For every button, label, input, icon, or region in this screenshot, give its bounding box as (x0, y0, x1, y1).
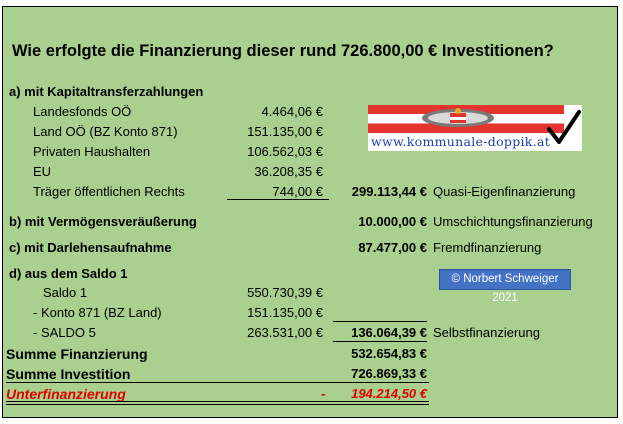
row-value: 151.135,00 € (247, 305, 323, 320)
eagle-emblem-icon (422, 108, 494, 127)
shortfall-label: Unterfinanzierung (6, 386, 126, 402)
row-value: 550.730,39 € (247, 285, 323, 300)
row-label: - SALDO 5 (33, 325, 96, 340)
summary-financing-label: Summe Finanzierung (6, 346, 148, 362)
row-label: - Konto 871 (BZ Land) (33, 305, 162, 320)
section-c-type: Fremdfinanzierung (433, 240, 542, 255)
section-b-total: 10.000,00 € (358, 214, 427, 229)
row-value: 263.531,00 € (247, 325, 323, 340)
subtotal-underline (227, 199, 329, 200)
section-d-heading: d) aus dem Saldo 1 (9, 266, 128, 281)
section-c-total: 87.477,00 € (358, 240, 427, 255)
summary-investment-value: 726.869,33 € (351, 366, 427, 381)
page-title: Wie erfolgte die Finanzierung dieser run… (12, 42, 554, 60)
row-label: EU (33, 164, 52, 179)
double-underline-bottom (6, 404, 429, 405)
shortfall-sign: - (321, 386, 326, 401)
section-b-heading: b) mit Vermögensveräußerung (9, 214, 197, 229)
kommunale-doppik-logo: www.kommunale-doppik.at (368, 105, 582, 151)
spreadsheet-area: Wie erfolgte die Finanzierung dieser run… (2, 6, 618, 418)
row-label: Saldo 1 (43, 285, 88, 300)
shortfall-value: 194.214,50 € (351, 386, 427, 401)
row-label: Träger öffentlichen Rechts (33, 184, 185, 199)
summary-financing-value: 532.654,83 € (351, 346, 427, 361)
checkmark-icon (547, 110, 581, 144)
subtotal-overline (333, 321, 427, 322)
row-label: Land OÖ (BZ Konto 871) (33, 124, 178, 139)
row-value: 106.562,03 € (247, 144, 323, 159)
row-label: Landesfonds OÖ (33, 104, 132, 119)
row-value: 36.208,35 € (254, 164, 323, 179)
section-a-heading: a) mit Kapitaltransferzahlungen (9, 84, 204, 99)
logo-url-text: www.kommunale-doppik.at (371, 134, 551, 149)
subtotal-underline (333, 341, 427, 342)
section-d-total: 136.064,39 € (351, 325, 427, 340)
section-b-type: Umschichtungsfinanzierung (433, 214, 593, 229)
total-separator (6, 382, 429, 383)
copyright-badge: © Norbert Schweiger 2021 (439, 269, 571, 304)
section-c-heading: c) mit Darlehensaufnahme (9, 240, 172, 255)
section-a-total: 299.113,44 € (351, 184, 427, 199)
summary-investment-label: Summe Investition (6, 366, 131, 382)
section-a-type: Quasi-Eigenfinanzierung (433, 184, 576, 199)
row-label: Privaten Haushalten (33, 144, 151, 159)
double-underline-top (6, 401, 429, 402)
row-value: 151.135,00 € (247, 124, 323, 139)
row-value: 744,00 € (272, 184, 323, 199)
row-value: 4.464,06 € (261, 104, 323, 119)
section-d-type: Selbstfinanzierung (433, 325, 540, 340)
